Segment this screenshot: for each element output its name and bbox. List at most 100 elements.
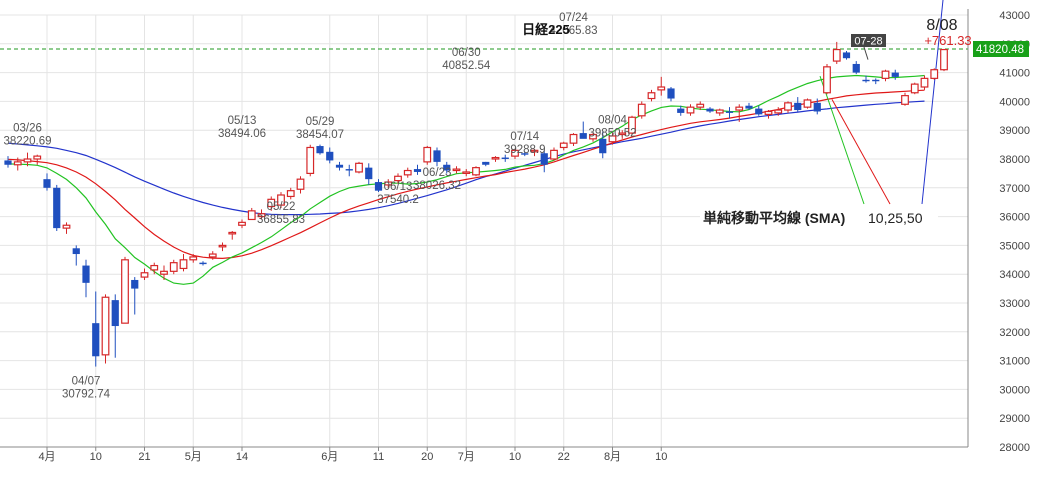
candle <box>355 161 363 174</box>
sma25-line <box>7 89 925 260</box>
candle-body <box>735 106 744 111</box>
candle <box>218 242 227 252</box>
candle <box>881 69 890 82</box>
y-tick-label: 34000 <box>999 269 1030 281</box>
candle-body <box>832 48 841 62</box>
candle <box>101 294 110 364</box>
candle <box>228 231 237 240</box>
annotation-value: 38494.06 <box>218 128 266 140</box>
candle <box>72 245 80 266</box>
x-tick-label: 10 <box>90 451 102 463</box>
candle-body <box>13 161 22 166</box>
candle <box>647 89 656 102</box>
candle-body <box>579 133 587 139</box>
candle-body <box>677 108 685 113</box>
candle-body <box>725 111 734 113</box>
candle <box>901 92 909 106</box>
annotation-date: 04/07 <box>72 376 101 388</box>
candle-body <box>355 162 363 173</box>
gridlines <box>0 14 968 448</box>
y-tick-label: 30000 <box>999 384 1030 396</box>
price-annotations: 03/2638220.6904/0730792.7405/1338494.060… <box>4 12 869 401</box>
candle <box>550 147 558 161</box>
x-tick-label: 6月 <box>321 451 338 463</box>
annotation-date: 08/04 <box>598 115 627 127</box>
candle <box>521 151 529 157</box>
x-tick-label: 21 <box>138 451 150 463</box>
candle <box>599 131 607 159</box>
candle <box>559 141 568 151</box>
candle <box>774 107 783 116</box>
candle <box>530 148 539 157</box>
candle-body <box>540 153 548 165</box>
candle-body <box>384 181 393 186</box>
candle-body <box>891 72 899 77</box>
candle-body <box>33 155 42 160</box>
annotation-date: 05/13 <box>228 115 257 127</box>
candle-body <box>452 168 461 172</box>
y-tick-label: 43000 <box>999 10 1030 22</box>
annotation-date: 05/22 <box>267 201 296 213</box>
candle-body <box>881 70 890 79</box>
sma50-line <box>7 100 925 216</box>
candle-body <box>277 194 285 206</box>
candle-body <box>218 244 227 248</box>
axes: 28000 29000 30000 31000 32000 33000 34000 35000… <box>0 9 1030 463</box>
candle <box>111 294 119 358</box>
legend-leader-line <box>831 99 891 205</box>
candle <box>764 110 773 119</box>
candle <box>940 48 948 72</box>
candle <box>579 121 587 139</box>
candle-body <box>862 79 870 82</box>
candle-body <box>657 86 666 91</box>
y-tick-label: 33000 <box>999 298 1030 310</box>
annotation-date: 05/29 <box>306 116 335 128</box>
candle <box>832 41 841 64</box>
candle-body <box>608 135 617 143</box>
candle-body <box>72 248 80 255</box>
annotation-date: 06/30 <box>452 47 481 59</box>
candle <box>842 51 851 60</box>
candle-body <box>745 105 753 109</box>
annotation-value: 37540.2 <box>377 194 419 206</box>
y-tick-label: 41000 <box>999 68 1030 80</box>
candle <box>784 101 792 113</box>
legend-leader-lines <box>819 0 944 205</box>
candle-body <box>403 169 412 176</box>
candle <box>179 254 188 272</box>
date-marker-pointer <box>863 46 869 60</box>
candle <box>413 164 422 175</box>
candle-body <box>774 109 783 114</box>
candle-body <box>365 167 373 180</box>
candle-body <box>92 323 100 357</box>
legend-label: 単純移動平均線 (SMA) <box>703 210 845 226</box>
y-tick-label: 36000 <box>999 212 1030 224</box>
y-tick-label: 37000 <box>999 183 1030 195</box>
chart-title: 日経225 <box>522 22 570 37</box>
candle-body <box>160 270 168 275</box>
annotation-value: 40852.54 <box>442 60 491 72</box>
candle <box>872 78 880 85</box>
annotation-date: 07/14 <box>510 131 539 143</box>
candle-body <box>755 108 763 115</box>
candle-body <box>189 256 198 261</box>
candle-body <box>423 146 432 163</box>
candle <box>569 133 578 147</box>
candle-body <box>121 259 129 324</box>
candle <box>443 161 451 174</box>
candle <box>794 97 802 112</box>
candle <box>316 144 324 155</box>
candlesticks <box>4 41 948 367</box>
candle <box>199 261 207 266</box>
candle-body <box>803 99 812 108</box>
x-tick-label: 10 <box>655 451 667 463</box>
y-tick-label: 39000 <box>999 125 1030 137</box>
candle <box>267 196 276 211</box>
x-tick-label: 20 <box>421 451 433 463</box>
candle-body <box>589 133 597 140</box>
annotation-date: 07/24 <box>559 12 588 24</box>
